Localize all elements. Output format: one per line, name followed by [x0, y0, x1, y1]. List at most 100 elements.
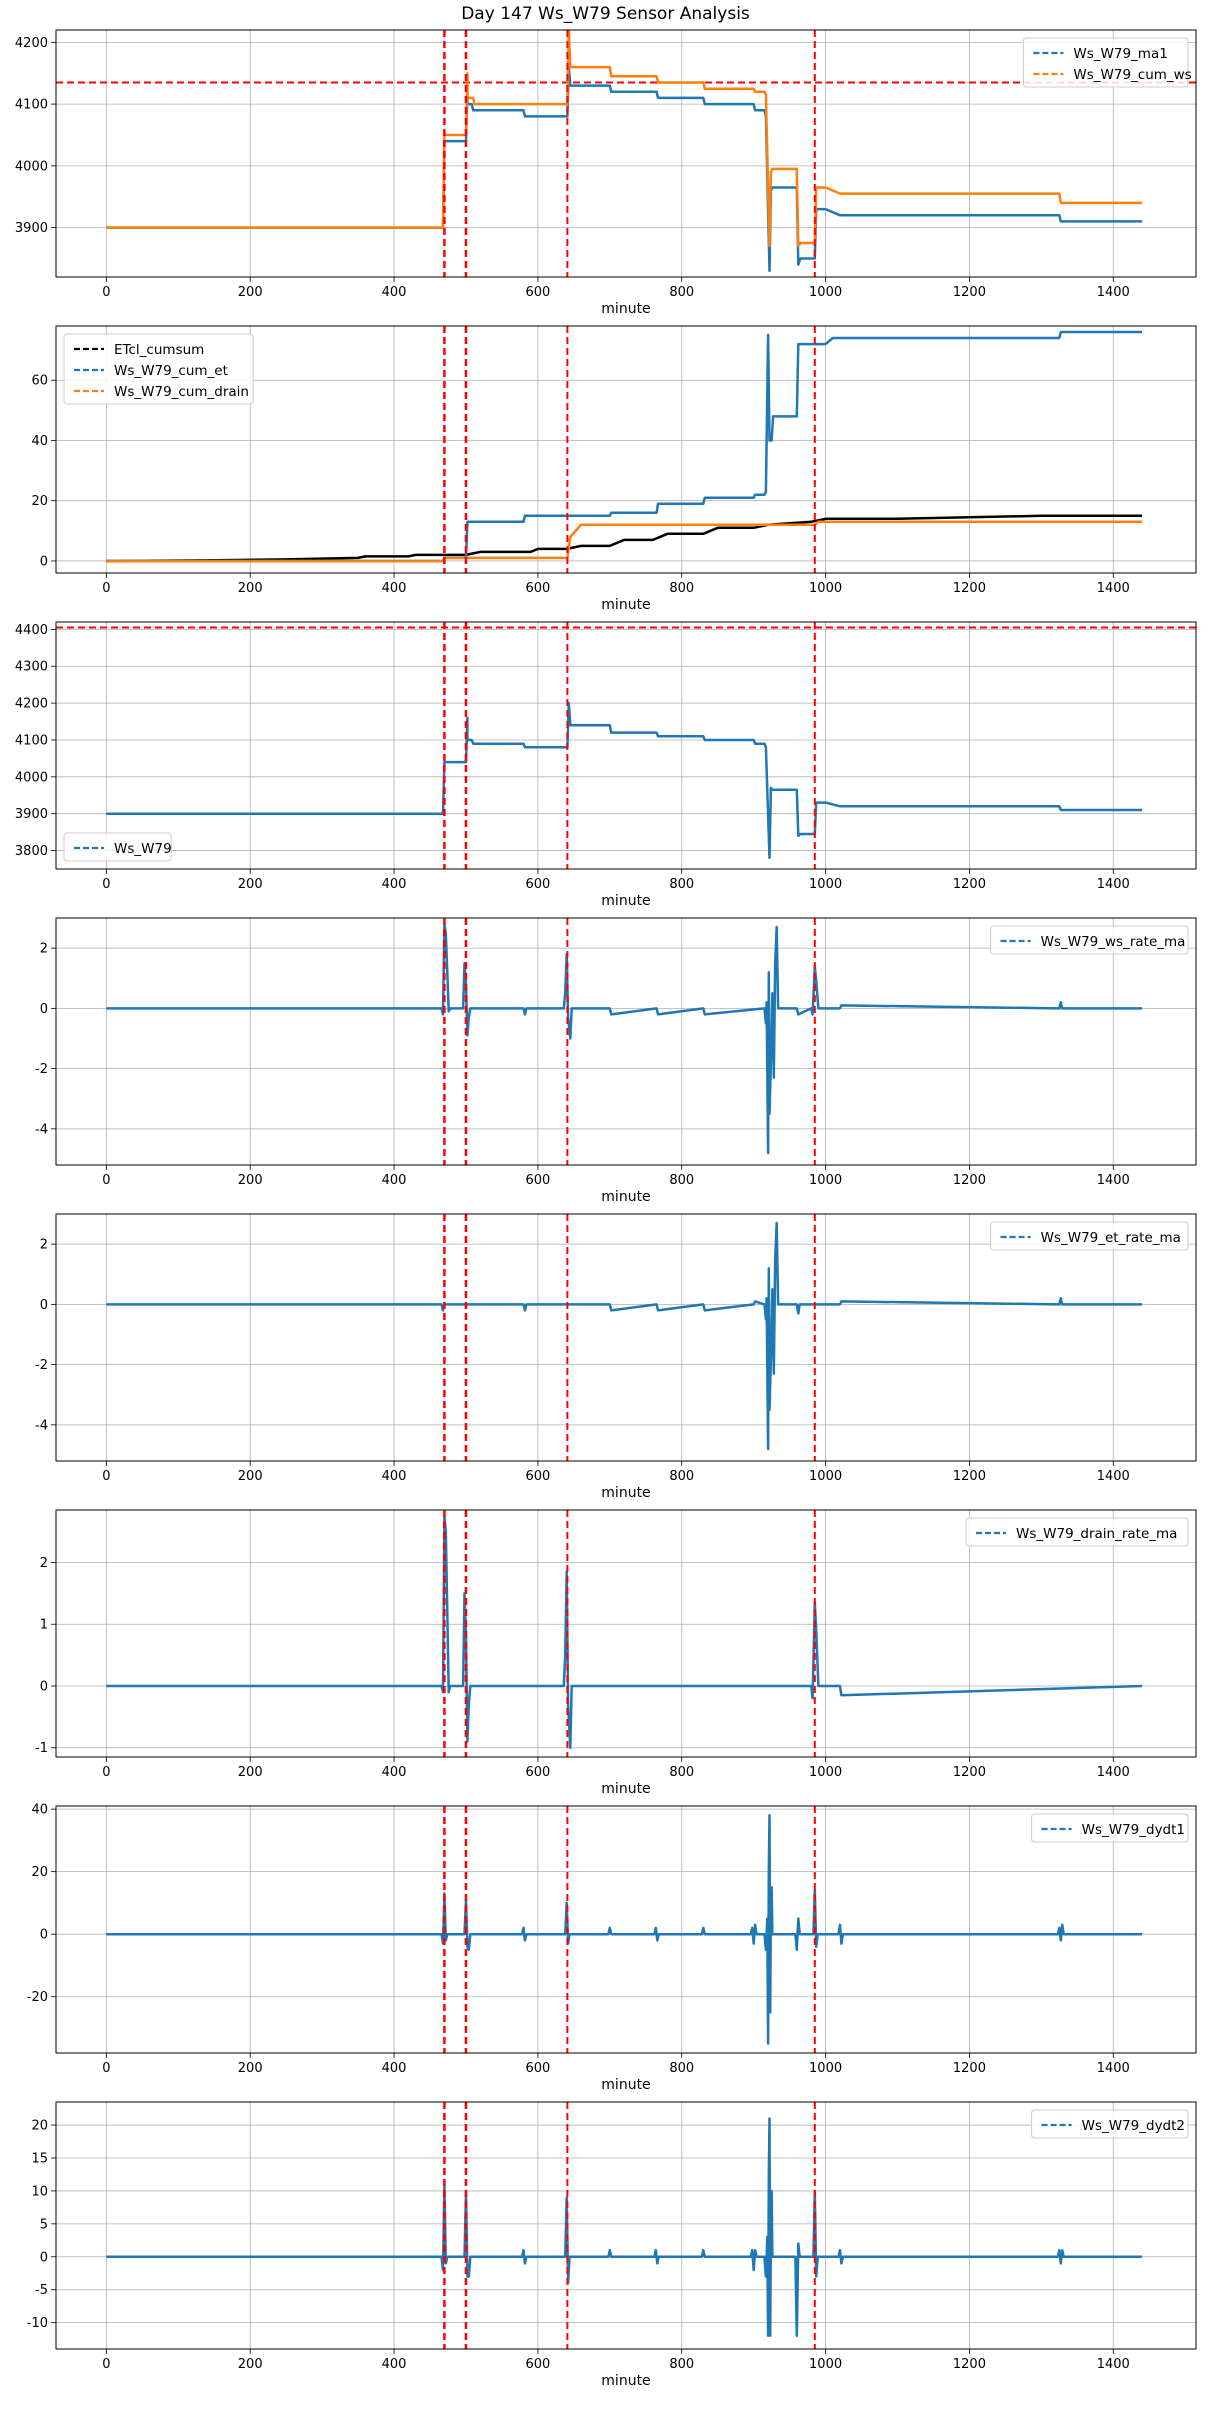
x-tick-label: 1200: [953, 581, 986, 596]
x-tick-label: 200: [238, 1765, 263, 1780]
series-line-ws-w79: [106, 701, 1143, 860]
x-tick-label: 800: [669, 877, 694, 892]
y-tick-label: 3800: [15, 844, 48, 859]
x-tick-label: 1400: [1097, 581, 1130, 596]
x-tick-label: 200: [238, 1469, 263, 1484]
x-tick-label: 200: [238, 877, 263, 892]
y-tick-label: -20: [27, 1990, 48, 2005]
x-tick-label: 1000: [809, 1765, 842, 1780]
x-tick-label: 0: [102, 877, 110, 892]
x-tick-label: 800: [669, 285, 694, 300]
series-line-ws-w79-dydt1: [106, 1814, 1143, 2045]
x-tick-label: 600: [525, 877, 550, 892]
series-line-ws-w79-ma1: [106, 65, 1143, 273]
x-tick-label: 1000: [809, 2357, 842, 2372]
series-line-ws-w79-et-rate-ma: [106, 1221, 1143, 1451]
plot-area: [56, 30, 1196, 277]
y-tick-label: 2: [40, 1556, 48, 1571]
y-tick-label: -4: [35, 1122, 48, 1137]
x-tick-label: 600: [525, 1173, 550, 1188]
y-tick-label: 1: [40, 1618, 48, 1633]
x-tick-label: 0: [102, 2061, 110, 2076]
x-tick-label: 1200: [953, 2061, 986, 2076]
series-line-ws-w79-ws-rate-ma: [106, 922, 1143, 1155]
legend-label: Ws_W79_dydt1: [1082, 1822, 1185, 1838]
x-tick-label: 600: [525, 2061, 550, 2076]
chart-panel-8: 0 200 400 600 800 1000 1200 1400 -10 -5 0 5 10 15 20 mi…: [27, 2101, 1197, 2389]
y-tick-label: 4400: [15, 623, 48, 638]
chart-panel-6: 0 200 400 600 800 1000 1200 1400 -1 0 1 2 minute Ws_W…: [35, 1509, 1197, 1797]
y-tick-label: 3900: [15, 807, 48, 822]
legend-label: Ws_W79: [114, 841, 172, 857]
legend-box: [63, 333, 254, 405]
y-tick-label: 4300: [15, 660, 48, 675]
plot-area: [56, 622, 1196, 869]
y-tick-label: 0: [40, 1298, 48, 1313]
y-tick-label: 4200: [15, 36, 48, 51]
legend-box: [965, 1517, 1189, 1547]
y-tick-label: -10: [27, 2316, 48, 2331]
axes-frame: [55, 1805, 1197, 2054]
y-tick-label: 15: [31, 2151, 48, 2166]
y-tick-label: 5: [40, 2217, 48, 2232]
x-tick-label: 600: [525, 1469, 550, 1484]
x-tick-label: 1400: [1097, 285, 1130, 300]
x-tick-label: 400: [382, 581, 407, 596]
x-tick-label: 1400: [1097, 2061, 1130, 2076]
x-tick-label: 0: [102, 581, 110, 596]
plot-area: [106, 918, 1143, 1165]
x-tick-label: 800: [669, 2061, 694, 2076]
x-tick-label: 200: [238, 581, 263, 596]
x-axis-label: minute: [601, 301, 650, 317]
x-tick-label: 0: [102, 1173, 110, 1188]
y-tick-label: 60: [31, 374, 48, 389]
plot-area: [106, 326, 1143, 573]
legend-box: [1022, 37, 1189, 88]
series-line-etcl-cumsum: [106, 514, 1143, 563]
y-tick-label: 2: [40, 942, 48, 957]
figure-title: Day 147 Ws_W79 Sensor Analysis: [461, 4, 750, 24]
x-tick-label: 1400: [1097, 1469, 1130, 1484]
plot-area: [106, 2102, 1143, 2349]
y-tick-label: 4000: [15, 770, 48, 785]
y-tick-label: 4200: [15, 697, 48, 712]
series-line-ws-w79-dydt2: [106, 2117, 1143, 2338]
x-tick-label: 1200: [953, 1765, 986, 1780]
chart-panel-1: 0 200 400 600 800 1000 1200 1400 3900 4000 4100 420…: [15, 29, 1197, 317]
x-tick-label: 600: [525, 285, 550, 300]
x-tick-label: 400: [382, 2357, 407, 2372]
x-tick-label: 200: [238, 2061, 263, 2076]
series-line-ws-w79-drain-rate-ma: [106, 1514, 1143, 1749]
x-tick-label: 800: [669, 2357, 694, 2372]
x-axis-label: minute: [601, 1485, 650, 1501]
y-tick-label: 3900: [15, 221, 48, 236]
y-tick-label: 20: [31, 2119, 48, 2134]
x-tick-label: 800: [669, 1173, 694, 1188]
x-tick-label: 1400: [1097, 1173, 1130, 1188]
x-axis-label: minute: [601, 2373, 650, 2389]
x-tick-label: 1000: [809, 2061, 842, 2076]
axes-frame: [55, 1509, 1197, 1758]
x-tick-label: 600: [525, 2357, 550, 2372]
x-tick-label: 1400: [1097, 1765, 1130, 1780]
chart-panel-7: 0 200 400 600 800 1000 1200 1400 -20 0 20 40 minute W…: [27, 1803, 1197, 2093]
y-tick-label: 0: [40, 1679, 48, 1694]
y-tick-label: 40: [31, 434, 48, 449]
x-tick-label: 0: [102, 1765, 110, 1780]
legend-box: [63, 832, 172, 862]
y-tick-label: 0: [40, 1002, 48, 1017]
x-tick-label: 200: [238, 1173, 263, 1188]
axes-frame: [55, 2101, 1197, 2350]
legend: Ws_W79_dydt1: [1031, 1813, 1189, 1843]
x-tick-label: 1000: [809, 1469, 842, 1484]
series-line-ws-w79-cum-et: [106, 330, 1143, 563]
y-tick-label: -2: [35, 1358, 48, 1373]
y-tick-label: 4000: [15, 159, 48, 174]
x-tick-label: 0: [102, 285, 110, 300]
legend: Ws_W79: [63, 832, 172, 862]
legend-box: [1031, 1813, 1189, 1843]
axes-frame: [55, 1213, 1197, 1462]
y-tick-label: 20: [31, 494, 48, 509]
x-axis-label: minute: [601, 893, 650, 909]
